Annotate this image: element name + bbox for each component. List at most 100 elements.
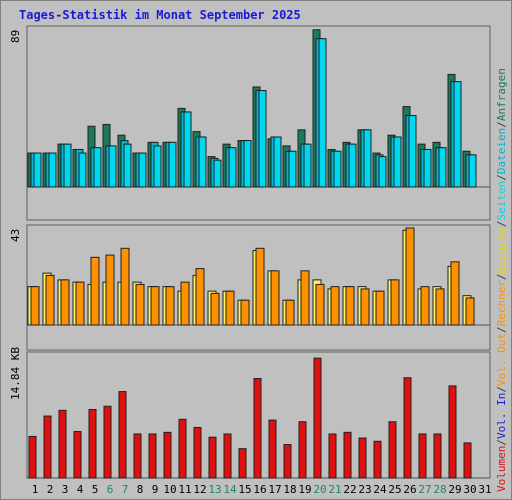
- legend-item-s3: /: [495, 220, 508, 227]
- day-label-4: 4: [77, 483, 84, 496]
- legend-item-s4: /: [495, 273, 508, 280]
- day-label-21: 21: [328, 483, 341, 496]
- legend-item-s5: /: [495, 326, 508, 333]
- bar-seiten-day-29: [453, 81, 462, 188]
- bar-seiten-day-27: [423, 148, 432, 188]
- legend-item-l8: Volumen: [495, 446, 508, 492]
- day-label-29: 29: [448, 483, 461, 496]
- bar-rechner-day-25: [390, 279, 400, 326]
- bar-volumen-day-15: [238, 448, 247, 479]
- bar-volumen-day-27: [418, 433, 427, 479]
- bar-seiten-day-8: [138, 152, 147, 188]
- bar-seiten-day-28: [438, 147, 447, 188]
- bar-volumen-day-11: [178, 418, 187, 479]
- bar-seiten-day-21: [333, 150, 342, 188]
- bar-volumen-day-21: [328, 433, 337, 479]
- bar-rechner-day-11: [180, 281, 190, 326]
- bar-volumen-day-7: [118, 391, 127, 479]
- bar-rechner-day-28: [435, 288, 445, 326]
- panel-3-scale-label: 14.84 KB: [9, 347, 22, 400]
- bar-volumen-day-3: [58, 409, 67, 479]
- bar-seiten-day-3: [63, 143, 72, 188]
- day-label-8: 8: [137, 483, 144, 496]
- bar-rechner-day-8: [135, 283, 145, 326]
- bar-volumen-day-8: [133, 433, 142, 479]
- bar-seiten-day-6: [108, 145, 117, 188]
- day-label-18: 18: [283, 483, 296, 496]
- legend-item-l6: Vol. Out: [495, 333, 508, 386]
- bar-volumen-day-13: [208, 436, 217, 479]
- bar-rechner-day-5: [90, 256, 100, 326]
- day-label-6: 6: [107, 483, 114, 496]
- legend-item-l7: Vol. In: [495, 393, 508, 439]
- bar-volumen-day-18: [283, 444, 292, 479]
- day-label-17: 17: [268, 483, 281, 496]
- day-label-27: 27: [418, 483, 431, 496]
- bar-rechner-day-17: [270, 270, 280, 326]
- legend-item-s1: /: [495, 121, 508, 128]
- day-label-14: 14: [223, 483, 237, 496]
- bar-volumen-day-12: [193, 426, 202, 479]
- legend-item-l3: Seiten: [495, 181, 508, 221]
- day-label-11: 11: [178, 483, 191, 496]
- legend-item-l4: Besuche: [495, 227, 508, 273]
- bar-rechner-day-15: [240, 299, 250, 326]
- bar-seiten-day-16: [258, 90, 267, 188]
- day-label-5: 5: [92, 483, 99, 496]
- panel-1-scale-label: 89: [9, 30, 22, 43]
- bar-rechner-day-19: [300, 270, 310, 326]
- bar-volumen-day-9: [148, 433, 157, 479]
- day-label-16: 16: [253, 483, 266, 496]
- bar-seiten-day-23: [363, 129, 372, 188]
- bar-volumen-day-20: [313, 357, 322, 479]
- bar-seiten-day-22: [348, 143, 357, 188]
- bar-seiten-day-25: [393, 136, 402, 188]
- day-label-30: 30: [463, 483, 476, 496]
- bar-volumen-day-30: [463, 442, 472, 479]
- chart-title: Tages-Statistik im Monat September 2025: [19, 8, 301, 22]
- bar-seiten-day-13: [213, 159, 222, 188]
- bar-volumen-day-2: [43, 415, 52, 479]
- legend-item-s2: /: [495, 174, 508, 181]
- bar-seiten-day-5: [93, 147, 102, 188]
- bar-rechner-day-4: [75, 281, 85, 326]
- bar-volumen-day-19: [298, 421, 307, 479]
- bar-rechner-day-21: [330, 286, 340, 326]
- bar-seiten-day-2: [48, 152, 57, 188]
- panel-2-scale-label: 43: [9, 229, 22, 242]
- bar-rechner-day-2: [45, 274, 55, 326]
- day-label-15: 15: [238, 483, 251, 496]
- legend-item-l5: Rechner: [495, 280, 508, 327]
- panel-1-frame: [26, 25, 491, 221]
- bar-rechner-day-18: [285, 299, 295, 326]
- bar-rechner-day-10: [165, 286, 175, 326]
- bar-rechner-day-26: [405, 227, 415, 326]
- bar-rechner-day-13: [210, 292, 220, 326]
- bar-rechner-day-7: [120, 247, 130, 326]
- bar-rechner-day-23: [360, 288, 370, 326]
- day-label-10: 10: [163, 483, 176, 496]
- bar-seiten-day-24: [378, 156, 387, 188]
- bar-volumen-day-16: [253, 378, 262, 479]
- bar-seiten-day-1: [33, 152, 42, 188]
- day-label-13: 13: [208, 483, 221, 496]
- bar-rechner-day-24: [375, 290, 385, 326]
- day-label-1: 1: [32, 483, 39, 496]
- day-label-31: 31: [478, 483, 491, 496]
- bar-rechner-day-16: [255, 247, 265, 326]
- bar-rechner-day-20: [315, 283, 325, 326]
- bar-volumen-day-29: [448, 385, 457, 479]
- bar-rechner-day-29: [450, 261, 460, 326]
- bar-volumen-day-14: [223, 433, 232, 479]
- day-label-20: 20: [313, 483, 326, 496]
- bar-volumen-day-24: [373, 440, 382, 479]
- bar-volumen-day-23: [358, 437, 367, 479]
- day-label-26: 26: [403, 483, 416, 496]
- bar-volumen-day-6: [103, 405, 112, 479]
- legend-item-s6: /: [495, 386, 508, 393]
- bar-volumen-day-10: [163, 431, 172, 479]
- legend-item-s7: /: [495, 439, 508, 446]
- bar-seiten-day-26: [408, 115, 417, 188]
- bar-volumen-day-28: [433, 433, 442, 479]
